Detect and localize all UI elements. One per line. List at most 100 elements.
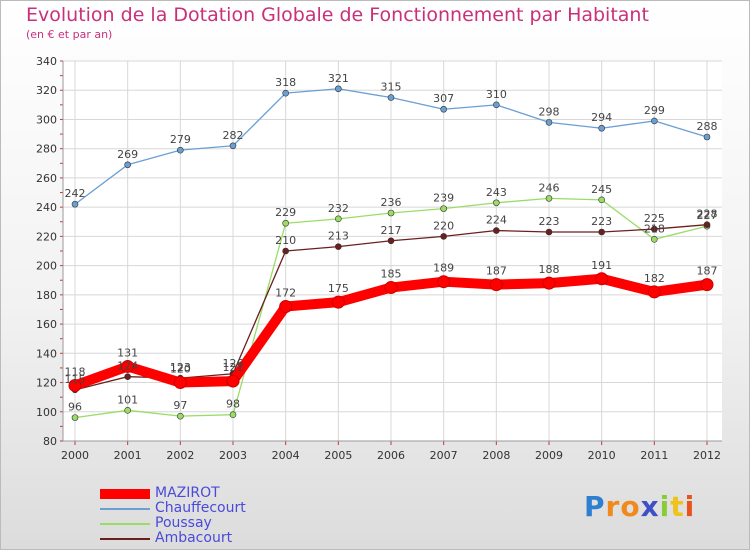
data-label-ambacourt: 225 xyxy=(644,212,665,225)
data-label-poussay: 243 xyxy=(486,186,507,199)
y-tick-label: 220 xyxy=(36,230,57,243)
data-label-chauffecourt: 310 xyxy=(486,88,507,101)
data-point-poussay xyxy=(493,199,500,207)
data-label-poussay: 227 xyxy=(697,209,718,222)
plot-background xyxy=(63,61,722,441)
data-label-mazirot: 131 xyxy=(117,346,138,359)
data-point-chauffecourt xyxy=(335,85,342,93)
logo-letter: i xyxy=(684,490,696,523)
data-label-chauffecourt: 294 xyxy=(591,111,612,124)
logo-letter: o xyxy=(620,490,641,523)
x-tick-label: 2004 xyxy=(272,449,300,462)
data-point-chauffecourt xyxy=(703,133,711,141)
chart-title: Evolution de la Dotation Globale de Fonc… xyxy=(26,4,649,26)
data-label-poussay: 96 xyxy=(68,401,82,414)
line-chart: 80 100 120 140 160 180 200 220 240 260 280 300 320 34… xyxy=(36,55,722,462)
data-point-mazirot xyxy=(489,278,503,292)
data-label-poussay: 98 xyxy=(226,398,240,411)
data-label-ambacourt: 224 xyxy=(486,214,507,227)
x-tick-label: 2010 xyxy=(588,449,616,462)
data-point-ambacourt xyxy=(545,228,553,236)
data-label-ambacourt: 126 xyxy=(223,357,244,370)
y-tick-label: 140 xyxy=(36,347,57,360)
data-point-poussay xyxy=(598,196,605,204)
legend-swatch xyxy=(100,523,150,525)
data-point-mazirot xyxy=(542,276,556,290)
x-tick-label: 2003 xyxy=(219,449,247,462)
data-label-mazirot: 188 xyxy=(539,263,560,276)
data-point-chauffecourt xyxy=(124,161,131,169)
y-tick-label: 180 xyxy=(36,289,57,302)
data-label-chauffecourt: 298 xyxy=(539,105,560,118)
data-point-poussay xyxy=(229,411,237,418)
data-point-ambacourt xyxy=(493,227,500,234)
label-layer: 242 269 279 282 318 321 315 307 310 298 294 299 288 9… xyxy=(65,72,718,414)
data-point-poussay xyxy=(124,407,131,414)
data-point-poussay xyxy=(545,195,553,202)
data-label-ambacourt: 220 xyxy=(433,219,454,232)
data-point-poussay xyxy=(440,205,447,212)
y-tick-label: 300 xyxy=(36,113,57,126)
data-point-ambacourt xyxy=(282,247,289,255)
data-label-chauffecourt: 299 xyxy=(644,104,665,117)
y-tick-label: 320 xyxy=(36,84,57,97)
y-tick-label: 240 xyxy=(36,201,57,214)
data-point-mazirot xyxy=(437,275,451,289)
x-tick-label: 2008 xyxy=(482,449,510,462)
data-label-ambacourt: 115 xyxy=(65,373,86,386)
data-point-chauffecourt xyxy=(440,105,447,113)
data-label-poussay: 232 xyxy=(328,202,349,215)
data-point-chauffecourt xyxy=(493,101,500,109)
data-point-poussay xyxy=(282,219,289,227)
logo-letter: P xyxy=(584,490,606,523)
data-label-mazirot: 172 xyxy=(275,287,296,300)
legend: MAZIROT Chauffecourt Poussay Ambacourt xyxy=(100,485,400,546)
data-label-chauffecourt: 269 xyxy=(117,148,138,161)
data-label-chauffecourt: 315 xyxy=(381,81,402,94)
data-label-ambacourt: 213 xyxy=(328,230,349,243)
y-tick-label: 260 xyxy=(36,172,57,185)
data-label-poussay: 245 xyxy=(591,183,612,196)
data-point-poussay xyxy=(651,236,658,243)
data-point-mazirot xyxy=(384,281,398,295)
data-label-chauffecourt: 282 xyxy=(223,129,244,142)
y-tick-label: 160 xyxy=(36,318,57,331)
legend-label: MAZIROT xyxy=(155,485,220,501)
legend-swatch xyxy=(100,489,150,499)
data-point-mazirot xyxy=(68,378,82,392)
data-label-mazirot: 191 xyxy=(591,259,612,272)
x-tick-label: 2002 xyxy=(166,449,194,462)
legend-item-ambacourt: Ambacourt xyxy=(100,530,400,546)
proxiti-logo: Proxiti xyxy=(584,490,695,523)
y-tick-label: 80 xyxy=(43,435,57,448)
data-label-ambacourt: 123 xyxy=(170,361,191,374)
data-point-poussay xyxy=(71,414,79,421)
data-label-poussay: 239 xyxy=(433,192,454,205)
x-tick-label: 2007 xyxy=(430,449,458,462)
y-tick-label: 100 xyxy=(36,406,57,419)
data-point-ambacourt xyxy=(651,225,658,233)
data-label-chauffecourt: 321 xyxy=(328,72,349,85)
y-tick-label: 280 xyxy=(36,143,57,156)
data-point-mazirot xyxy=(700,278,714,292)
data-point-mazirot xyxy=(279,300,293,314)
data-point-mazirot xyxy=(595,272,609,286)
data-point-poussay xyxy=(177,412,184,420)
data-point-ambacourt xyxy=(440,233,447,240)
data-label-ambacourt: 223 xyxy=(539,215,560,228)
data-label-chauffecourt: 288 xyxy=(697,120,718,133)
y-tick-label: 120 xyxy=(36,377,57,390)
data-label-mazirot: 189 xyxy=(433,262,454,275)
legend-item-poussay: Poussay xyxy=(100,515,400,531)
data-point-chauffecourt xyxy=(229,142,237,150)
x-tick-label: 2005 xyxy=(324,449,352,462)
legend-label: Chauffecourt xyxy=(155,500,246,516)
legend-item-chauffecourt: Chauffecourt xyxy=(100,500,400,516)
chart-subtitle: (en € et par an) xyxy=(26,28,113,41)
data-label-mazirot: 182 xyxy=(644,272,665,285)
y-tick-label: 200 xyxy=(36,260,57,273)
data-label-ambacourt: 217 xyxy=(381,224,402,237)
data-label-poussay: 218 xyxy=(644,222,665,235)
data-point-chauffecourt xyxy=(545,119,553,126)
logo-letter: x xyxy=(640,490,660,523)
